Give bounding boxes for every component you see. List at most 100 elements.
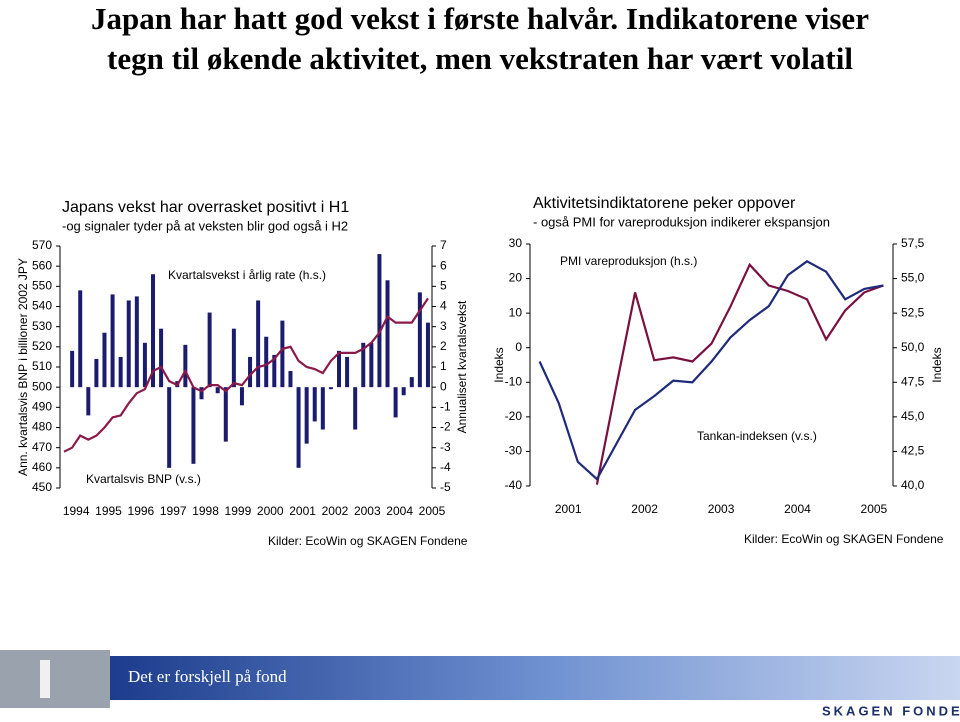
series-label: Kvartalsvis BNP (v.s.) <box>86 472 201 486</box>
bar <box>272 354 277 388</box>
y2-tick-label: 6 <box>440 258 447 272</box>
y-tick-label: 450 <box>32 480 52 494</box>
bar <box>151 274 155 388</box>
bar <box>425 322 430 388</box>
chart-title: Aktivitetsindiktatorene peker oppover <box>533 195 796 212</box>
x-tick-label: 1997 <box>160 504 187 518</box>
bar <box>385 280 390 388</box>
series-label: Tankan-indeksen (v.s.) <box>697 429 817 443</box>
bar <box>304 387 309 444</box>
x-tick-label: 2003 <box>354 504 381 518</box>
x-tick-label: 2001 <box>555 502 582 516</box>
x-tick-label: 1998 <box>192 504 219 518</box>
y2-tick-label: 5 <box>440 279 447 293</box>
x-tick-label: 1995 <box>95 504 122 518</box>
y-tick-label: 530 <box>32 319 52 333</box>
y2-tick-label: 50,0 <box>901 340 925 354</box>
y-tick-label: 490 <box>32 400 52 414</box>
bar <box>353 387 358 430</box>
y2-tick-label: -3 <box>440 440 451 454</box>
y-tick-label: 550 <box>32 279 52 293</box>
bar <box>377 254 382 388</box>
series-label: Kvartalsvekst i årlig rate (h.s.) <box>168 268 326 282</box>
lighthouse-photo <box>0 650 110 708</box>
y2-tick-label: 4 <box>440 299 447 313</box>
bar <box>337 350 341 388</box>
x-tick-label: 2002 <box>322 504 349 518</box>
y2-tick-label: 45,0 <box>901 409 925 423</box>
y-tick-label: 540 <box>32 299 52 313</box>
bar <box>207 312 212 388</box>
source: Kilder: EcoWin og SKAGEN Fondene <box>268 534 468 548</box>
bar <box>183 344 188 388</box>
y2-tick-label: 57,5 <box>901 236 925 250</box>
y-tick-label: 460 <box>32 460 52 474</box>
y-tick-label: 20 <box>509 271 523 285</box>
bar <box>369 342 374 388</box>
y-tick-label: 570 <box>32 238 52 252</box>
bar <box>94 358 99 388</box>
footer-text: Det er forskjell på fond <box>128 667 287 686</box>
x-tick-label: 1994 <box>63 504 90 518</box>
bar <box>280 320 285 388</box>
y-tick-label: 560 <box>32 258 52 272</box>
bar <box>159 328 164 388</box>
bar <box>239 387 244 406</box>
y2-tick-label: -4 <box>440 460 451 474</box>
y2-tick-label: 0 <box>440 379 447 393</box>
x-tick-label: 1999 <box>225 504 252 518</box>
y-tick-label: 0 <box>515 340 522 354</box>
logo: SKAGEN FONDENE <box>822 703 960 718</box>
y2-tick-label: 47,5 <box>901 374 925 388</box>
y2-axis-label: Indeks <box>930 347 944 382</box>
bar <box>417 292 422 388</box>
y-tick-label: -10 <box>505 374 523 388</box>
chart-subtitle: -og signaler tyder på at veksten blir go… <box>62 218 348 233</box>
y2-tick-label: -5 <box>440 480 451 494</box>
x-tick-label: 2003 <box>708 502 735 516</box>
bar <box>312 387 317 422</box>
x-tick-label: 2002 <box>631 502 658 516</box>
y-tick-label: 480 <box>32 420 52 434</box>
y-tick-label: -20 <box>505 409 523 423</box>
y2-tick-label: 2 <box>440 339 447 353</box>
x-tick-label: 2005 <box>861 502 888 516</box>
y-tick-label: 510 <box>32 359 52 373</box>
bar <box>142 342 147 388</box>
y2-tick-label: 3 <box>440 319 447 333</box>
slide-title: tegn til økende aktivitet, men vekstrate… <box>107 41 853 76</box>
bar <box>118 356 123 388</box>
bar <box>78 290 83 388</box>
y2-tick-label: 55,0 <box>901 271 925 285</box>
lighthouse <box>40 660 50 698</box>
y-tick-label: -40 <box>505 478 523 492</box>
y-tick-label: 500 <box>32 379 52 393</box>
line <box>63 297 429 453</box>
line <box>595 262 884 485</box>
bar <box>199 387 204 400</box>
y2-tick-label: 1 <box>440 359 447 373</box>
bar <box>110 294 115 388</box>
bar <box>102 332 107 388</box>
x-tick-label: 2001 <box>289 504 316 518</box>
bar <box>401 387 406 396</box>
x-tick-label: 2005 <box>419 504 446 518</box>
y-tick-label: 30 <box>509 236 523 250</box>
bar <box>223 387 228 442</box>
bar <box>191 387 196 464</box>
bar <box>215 387 220 394</box>
bar <box>134 296 139 388</box>
bar <box>256 300 261 388</box>
y-axis-label: Indeks <box>492 347 506 382</box>
y-tick-label: 10 <box>509 305 523 319</box>
bar <box>231 328 236 388</box>
x-tick-label: 2004 <box>784 502 811 516</box>
x-tick-label: 1996 <box>128 504 155 518</box>
y-tick-label: 520 <box>32 339 52 353</box>
chart-title: Japans vekst har overrasket positivt i H… <box>62 199 349 216</box>
logo-box <box>780 700 960 722</box>
bar <box>361 342 366 388</box>
y-tick-label: -30 <box>505 444 523 458</box>
bar <box>264 336 269 388</box>
